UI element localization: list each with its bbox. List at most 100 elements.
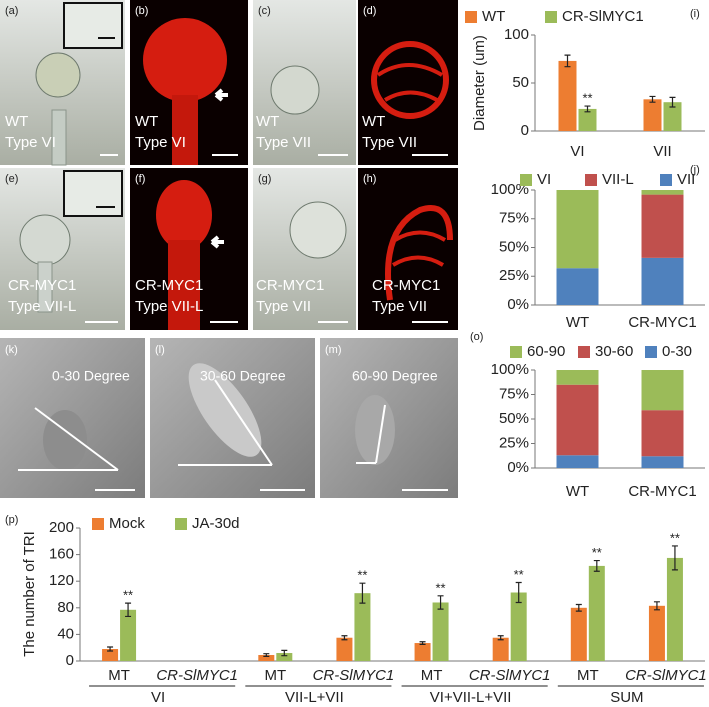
panel-text: CR-MYC1 (256, 277, 324, 294)
chart-label: (j) (690, 164, 700, 176)
panel-d: (d) WT Type VII (358, 0, 458, 165)
y-tick-label: 25% (499, 434, 529, 451)
error-bar (419, 641, 426, 645)
legend-label: Mock (109, 515, 145, 532)
panel-e: (e) CR-MYC1 Type VII-L (0, 168, 125, 330)
panel-text: Type VII (372, 298, 427, 315)
x-tick-label: MT (108, 667, 130, 684)
error-bar (125, 602, 132, 618)
bar-segment (641, 194, 684, 258)
significance: ** (670, 530, 680, 545)
bar (336, 637, 353, 661)
bar (492, 637, 509, 661)
legend-swatch (578, 346, 590, 358)
legend-swatch (645, 346, 657, 358)
panel-text: CR-MYC1 (135, 277, 203, 294)
bar-segment (641, 257, 684, 305)
panel-k: (k) 0-30 Degree (0, 338, 145, 498)
bar (588, 565, 605, 661)
panel-text: Type VII (256, 298, 311, 315)
error-bar (593, 559, 600, 572)
significance: ** (436, 580, 446, 595)
legend-label: JA-30d (192, 515, 240, 532)
panel-text: Type VII-L (135, 298, 203, 315)
panel-g: (g) CR-MYC1 Type VII (253, 168, 356, 330)
bar-segment (641, 410, 684, 457)
panel-m: (m) 60-90 Degree (320, 338, 458, 498)
panel-label: (c) (258, 5, 271, 17)
group-label: SUM (610, 689, 643, 706)
bar-segment (641, 456, 684, 468)
panel-text: Type VII-L (8, 298, 76, 315)
panel-c: (c) WT Type VII (253, 0, 356, 165)
legend-label: CR-SlMYC1 (562, 8, 644, 25)
legend-label: VII (677, 171, 695, 188)
significance: ** (123, 588, 133, 603)
legend-swatch (175, 518, 187, 530)
error-bar (341, 635, 348, 641)
significance: ** (582, 90, 592, 105)
y-tick-label: 50% (499, 410, 529, 427)
legend-swatch (545, 11, 557, 23)
error-bar (575, 603, 582, 612)
legend-label: 30-60 (595, 343, 633, 360)
panel-label: (f) (135, 173, 145, 185)
bar (663, 102, 682, 131)
legend-swatch (660, 174, 672, 186)
error-bar (669, 96, 676, 108)
y-tick-label: 0 (521, 122, 529, 139)
x-tick-label: CR-MYC1 (628, 483, 696, 500)
bar-segment (556, 455, 599, 468)
error-bar (497, 635, 504, 641)
legend-swatch (465, 11, 477, 23)
legend-swatch (585, 174, 597, 186)
y-tick-label: 50% (499, 238, 529, 255)
y-tick-label: 40 (57, 625, 74, 642)
bar-segment (641, 370, 684, 411)
bar (102, 649, 119, 661)
chart-label: (i) (690, 8, 700, 20)
panel-text: Type VI (135, 134, 186, 151)
x-tick-label: CR-SlMYC1 (469, 667, 551, 684)
error-bar (281, 649, 288, 657)
error-bar (671, 545, 678, 571)
legend-label: 0-30 (662, 343, 692, 360)
bar (354, 593, 371, 661)
legend-swatch (510, 346, 522, 358)
error-bar (584, 105, 591, 113)
significance: ** (514, 567, 524, 582)
legend-label: 60-90 (527, 343, 565, 360)
panel-label: (l) (155, 344, 165, 356)
panel-h: (h) CR-MYC1 Type VII (358, 168, 458, 330)
bar-segment (556, 370, 599, 385)
bar (558, 60, 577, 131)
bar (120, 609, 137, 661)
bar (570, 607, 587, 661)
y-tick-label: 200 (49, 519, 74, 536)
significance: ** (592, 545, 602, 560)
panel-text: WT (135, 113, 158, 130)
legend-label: VI (537, 171, 551, 188)
panel-label: (a) (5, 5, 18, 17)
panel-label: (e) (5, 173, 18, 185)
y-axis-label: The number of TRI (21, 531, 38, 657)
y-tick-label: 100% (491, 181, 529, 198)
y-tick-label: 50 (512, 74, 529, 91)
x-tick-label: MT (577, 667, 599, 684)
x-tick-label: WT (566, 483, 589, 500)
significance: ** (357, 568, 367, 583)
panel-text: WT (362, 113, 385, 130)
legend-swatch (520, 174, 532, 186)
y-tick-label: 0% (507, 296, 529, 313)
error-bar (437, 595, 444, 610)
panel-label: (m) (325, 344, 342, 356)
bar (414, 643, 431, 661)
y-tick-label: 160 (49, 546, 74, 563)
bar (666, 557, 683, 661)
group-label: VI (151, 689, 165, 706)
bar (643, 99, 662, 131)
y-tick-label: 25% (499, 267, 529, 284)
bar-segment (641, 190, 684, 195)
chart-label: (o) (470, 331, 483, 343)
